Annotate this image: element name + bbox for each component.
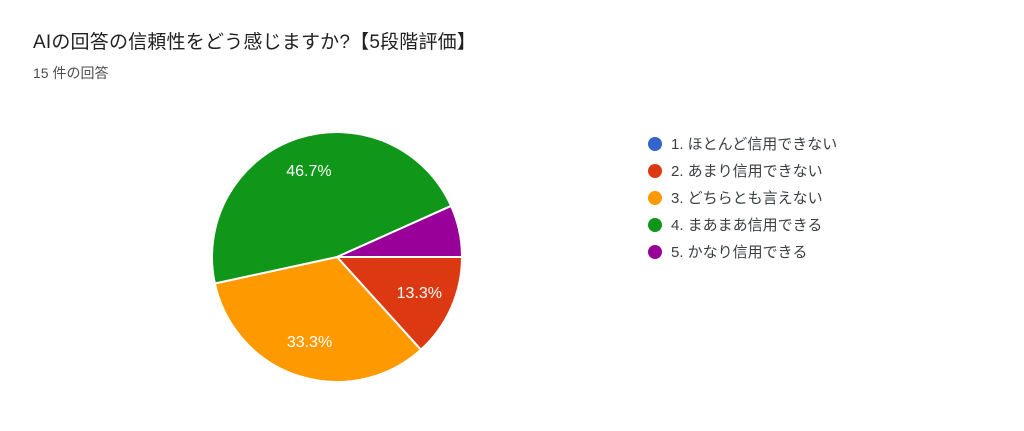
chart-title: AIの回答の信頼性をどう感じますか?【5段階評価】 bbox=[33, 32, 477, 53]
pie-slice-4 bbox=[210, 131, 453, 285]
legend-swatch-icon bbox=[648, 217, 662, 232]
response-count: 15 件の回答 bbox=[33, 65, 109, 81]
legend-item: 4. まあまあ信用できる bbox=[648, 211, 837, 238]
legend-swatch-icon bbox=[648, 244, 662, 259]
legend: 1. ほとんど信用できない 2. あまり信用できない 3. どちらとも言えない 4. … bbox=[648, 130, 837, 265]
legend-item: 5. かなり信用できる bbox=[648, 238, 837, 265]
legend-swatch-icon bbox=[648, 190, 662, 205]
legend-item: 2. あまり信用できない bbox=[648, 157, 837, 184]
pie-slice-percentage-label: 46.7% bbox=[286, 163, 331, 180]
legend-swatch-icon bbox=[648, 163, 662, 178]
pie-slice-3 bbox=[213, 256, 422, 383]
legend-label: 4. まあまあ信用できる bbox=[671, 217, 823, 234]
pie-slice-percentage-label: 33.3% bbox=[287, 334, 332, 351]
legend-swatch-icon bbox=[648, 136, 662, 151]
pie-slice-2 bbox=[336, 256, 463, 351]
pie-slice-percentage-label: 13.3% bbox=[397, 285, 442, 302]
legend-item: 3. どちらとも言えない bbox=[648, 184, 837, 211]
legend-label: 1. ほとんど信用できない bbox=[671, 136, 838, 153]
legend-label: 5. かなり信用できる bbox=[671, 244, 808, 261]
legend-label: 3. どちらとも言えない bbox=[671, 190, 823, 207]
legend-item: 1. ほとんど信用できない bbox=[648, 130, 837, 157]
legend-label: 2. あまり信用できない bbox=[671, 163, 823, 180]
pie-slice-5 bbox=[336, 204, 463, 258]
